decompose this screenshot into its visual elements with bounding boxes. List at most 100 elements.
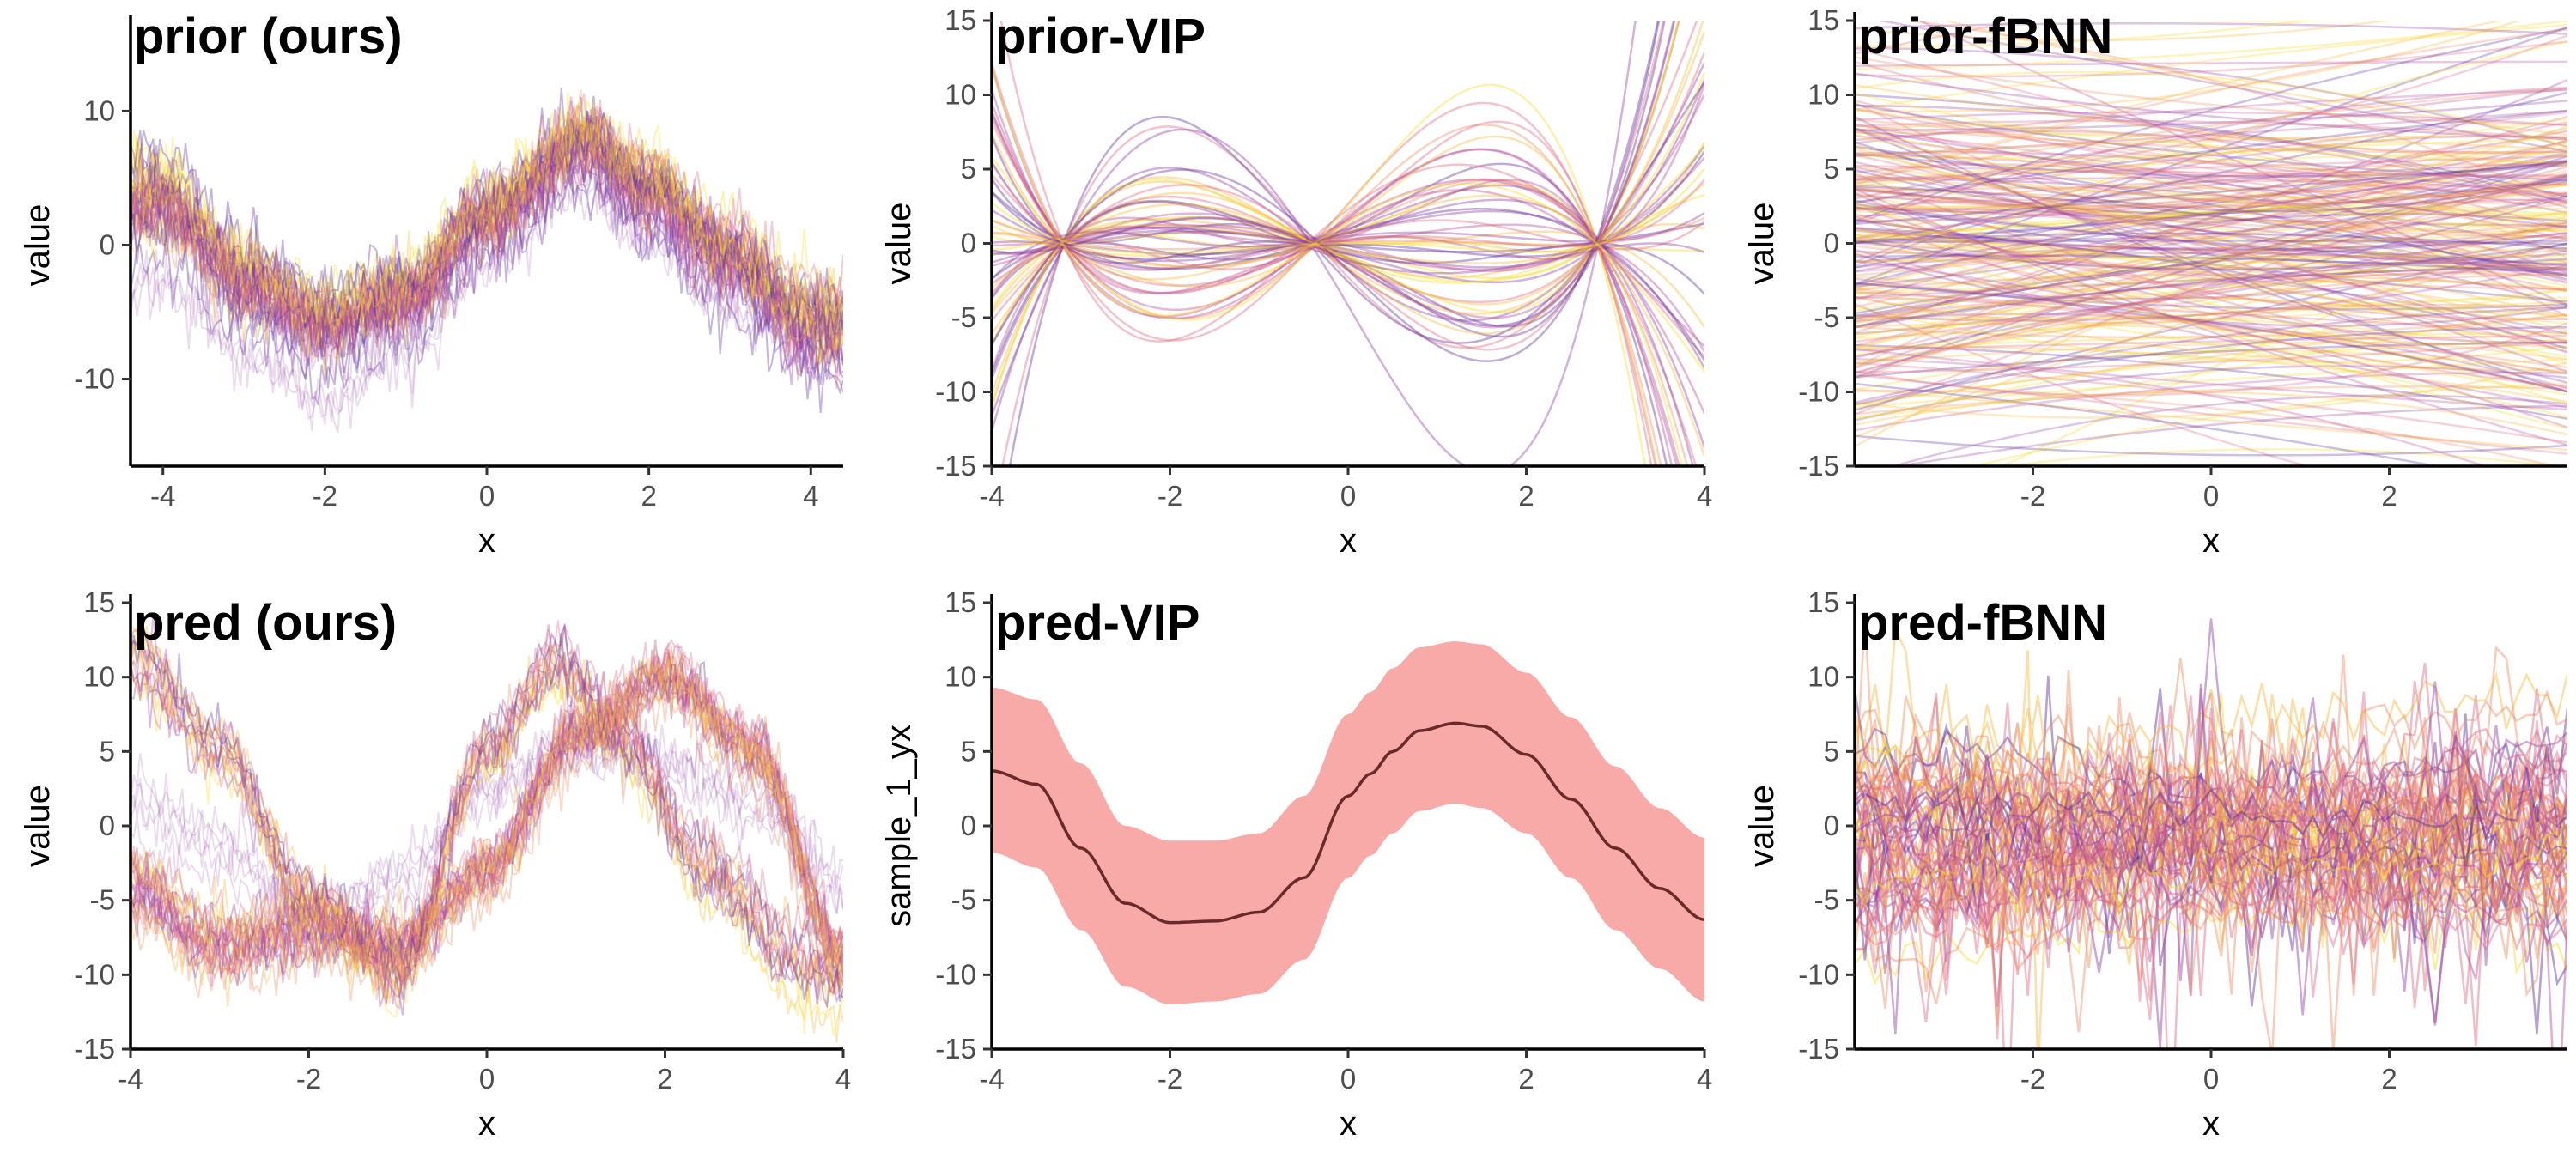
sample-line <box>1855 27 2567 222</box>
sample-line <box>1855 221 2567 343</box>
sample-line <box>1855 21 2505 183</box>
y-axis-title: value <box>1743 785 1781 867</box>
panel-title: pred (ours) <box>134 595 397 651</box>
sample-line <box>1855 186 2567 204</box>
sample-line <box>131 655 843 991</box>
y-tick-label: 0 <box>100 229 115 261</box>
sample-line <box>1855 742 2567 1010</box>
sample-line <box>992 150 1704 260</box>
sample-line <box>131 710 843 933</box>
sample-line <box>1855 658 2567 853</box>
sample-line <box>1855 232 2567 250</box>
sample-line <box>1855 185 2567 278</box>
sample-line <box>1855 28 2567 186</box>
sample-line <box>1855 215 2567 388</box>
sample-line <box>131 690 843 1001</box>
sample-line <box>1855 179 2567 244</box>
sample-line <box>1855 749 2567 1001</box>
sample-line <box>1874 21 2567 153</box>
sample-line <box>1855 92 2567 187</box>
sample-line <box>1855 373 2567 456</box>
sample-line <box>1855 229 2567 320</box>
sample-line <box>1996 447 2565 466</box>
y-tick-label: 10 <box>1807 661 1839 693</box>
y-axis-title: value <box>19 204 57 287</box>
y-axis-title: value <box>880 203 918 285</box>
sample-line <box>1855 172 2567 416</box>
sample-line <box>1855 177 2567 379</box>
x-tick-label: 0 <box>1340 480 1356 512</box>
y-tick-label: 15 <box>1807 586 1839 618</box>
panel-title: prior-VIP <box>995 9 1206 64</box>
sample-line <box>1855 86 2567 225</box>
sample-line <box>131 652 843 985</box>
sample-line <box>1855 790 2567 1004</box>
sample-line <box>1855 204 2567 272</box>
sample-line <box>131 88 843 337</box>
sample-line <box>1855 288 2567 369</box>
sample-line <box>992 178 1704 410</box>
sample-line <box>1855 688 2567 945</box>
sample-line <box>992 21 1661 338</box>
sample-line <box>992 21 1680 335</box>
sample-line <box>1855 296 2567 356</box>
sample-line <box>1855 252 2567 329</box>
y-tick-label: 15 <box>945 586 976 618</box>
sample-line <box>1855 282 2567 311</box>
sample-line <box>131 114 843 358</box>
sample-line <box>1855 812 2567 1021</box>
sample-line <box>1855 172 2567 375</box>
sample-line <box>992 222 1704 280</box>
sample-line <box>1855 671 2567 802</box>
sample-line <box>131 89 843 346</box>
sample-line <box>1855 734 2567 936</box>
sample-line <box>992 218 1704 329</box>
sample-line <box>1855 163 2567 240</box>
sample-line <box>992 71 1704 280</box>
sample-line <box>1855 282 2567 393</box>
sample-line <box>1855 252 2567 270</box>
sample-line <box>992 162 1668 466</box>
sample-line <box>131 171 843 416</box>
x-tick-label: -4 <box>118 1063 143 1095</box>
y-tick-label: 5 <box>961 735 976 767</box>
sample-line <box>1855 186 2567 204</box>
sample-line <box>131 160 843 385</box>
sample-line <box>1855 775 2567 938</box>
sample-line <box>1855 141 2567 291</box>
x-tick-label: 0 <box>1340 1063 1356 1095</box>
sample-line <box>1855 695 2567 1040</box>
sample-line <box>131 137 843 431</box>
sample-line <box>1855 124 2567 154</box>
sample-line <box>992 201 1704 380</box>
sample-line <box>1855 233 2567 393</box>
sample-line <box>1855 739 2567 873</box>
x-tick-label: -2 <box>2020 1063 2045 1095</box>
y-tick-label: 0 <box>1824 228 1839 259</box>
sample-line <box>992 179 1674 466</box>
x-tick-label: 0 <box>479 480 495 512</box>
sample-line <box>992 198 1704 448</box>
sample-line <box>1855 204 2567 210</box>
sample-line <box>1855 46 2567 149</box>
sample-line <box>131 640 843 998</box>
sample-line <box>992 184 1694 466</box>
sample-line <box>1855 187 2567 446</box>
sample-line <box>1855 346 2567 404</box>
sample-line <box>131 624 843 998</box>
x-tick-label: 4 <box>1697 480 1712 512</box>
sample-line <box>131 118 843 367</box>
sample-line <box>1855 334 2567 352</box>
sample-line <box>1855 47 2567 230</box>
sample-line <box>131 670 843 979</box>
sample-line <box>1855 675 2567 1024</box>
sample-line <box>1855 200 2567 430</box>
y-tick-label: -10 <box>1798 376 1839 408</box>
sample-line <box>1855 717 2567 1049</box>
sample-line <box>131 104 843 349</box>
sample-line <box>992 66 1704 348</box>
sample-line <box>1855 152 2567 187</box>
sample-line <box>992 83 1647 466</box>
sample-line <box>992 110 1704 294</box>
